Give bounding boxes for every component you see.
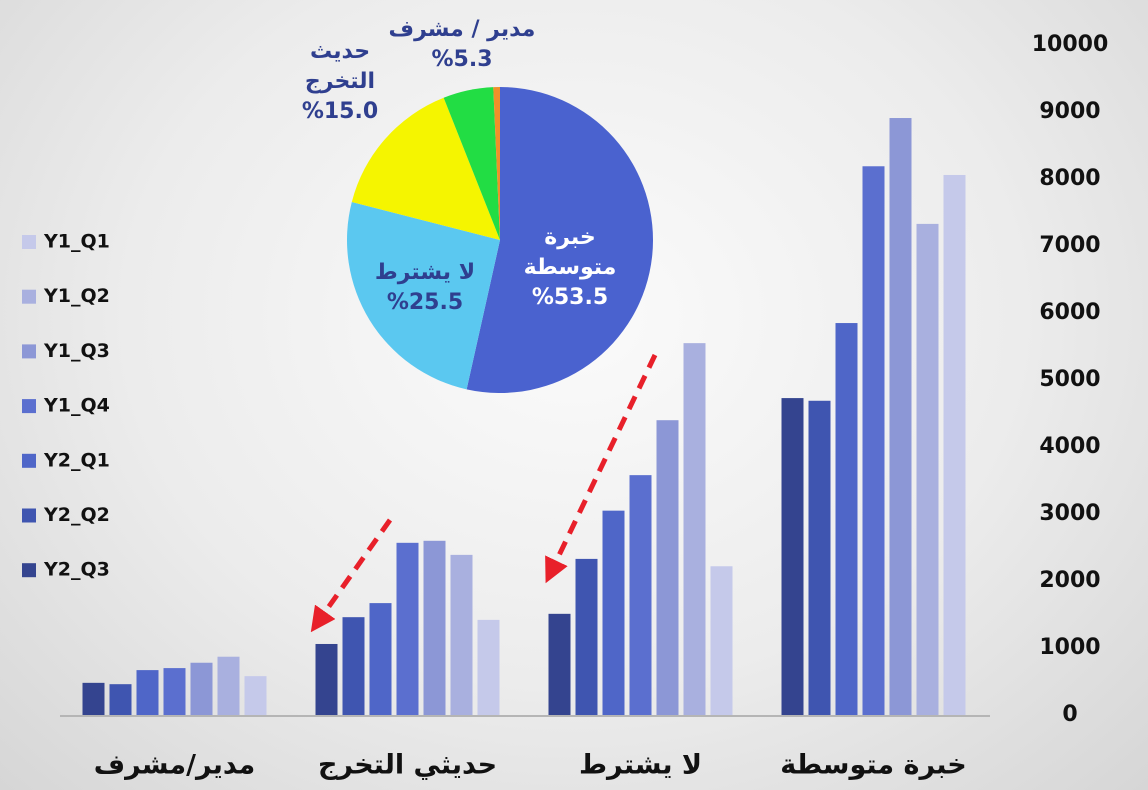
y-tick-label: 1000 (1039, 635, 1100, 660)
pie-label-value: %53.5 (531, 285, 609, 310)
pie-label-value: %5.3 (431, 47, 493, 72)
bar (835, 323, 858, 715)
pie-slice (443, 87, 500, 240)
legend-label: Y1_Q1 (43, 231, 110, 253)
bar (315, 643, 338, 715)
pie-label-name: لا يشترط (374, 260, 476, 285)
trend-arrow (545, 353, 658, 584)
bar (710, 566, 733, 715)
pie-label-value: %25.5 (386, 290, 464, 315)
legend-label: Y1_Q3 (43, 340, 110, 362)
bar (244, 676, 267, 715)
pie-label-name: حديث التخرج (304, 39, 376, 94)
bar (683, 343, 706, 715)
bar (602, 510, 625, 715)
y-tick-label: 8000 (1039, 166, 1100, 191)
bar (163, 668, 186, 715)
trend-arrow (310, 518, 393, 633)
legend-swatch (22, 508, 36, 523)
y-tick-label: 2000 (1039, 568, 1100, 593)
legend-label: Y2_Q1 (43, 449, 110, 471)
legend-swatch (22, 453, 36, 468)
y-tick-label: 9000 (1039, 99, 1100, 124)
x-tick-label: مدير/مشرف (94, 750, 255, 781)
bar (190, 662, 213, 715)
legend-swatch (22, 563, 36, 578)
bar (781, 398, 804, 715)
pie-label-name: خبرة متوسطة (523, 225, 617, 280)
bar (629, 475, 652, 715)
pie-label: خبرة متوسطة %53.5 (515, 223, 625, 313)
bar (656, 420, 679, 715)
x-tick-label: حديثي التخرج (318, 750, 497, 781)
y-tick-label: 6000 (1039, 300, 1100, 325)
pie-label: لا يشترط %25.5 (370, 258, 480, 318)
bar (916, 223, 939, 715)
y-tick-label: 3000 (1039, 501, 1100, 526)
bar (450, 554, 473, 715)
bar (862, 166, 885, 715)
legend-swatch (22, 235, 36, 249)
pie-slice (466, 87, 653, 393)
legend-label: Y1_Q4 (43, 395, 110, 417)
legend-label: Y2_Q3 (43, 559, 110, 581)
pie-label: حديث التخرج %15.0 (285, 37, 395, 127)
pie-label-value: %15.0 (301, 99, 379, 124)
y-tick-label: 7000 (1039, 233, 1100, 258)
bar (423, 540, 446, 715)
bar (943, 174, 966, 716)
bar (575, 558, 598, 715)
pie-slice (346, 201, 500, 390)
bar (342, 617, 365, 715)
pie-slice (351, 97, 500, 240)
bar (396, 542, 419, 715)
bar (109, 684, 132, 715)
legend-swatch (22, 289, 36, 304)
bar (548, 613, 571, 715)
bar (477, 619, 500, 715)
y-tick-label: 5000 (1039, 367, 1100, 392)
legend-label: Y2_Q2 (43, 504, 110, 526)
legend-swatch (22, 399, 36, 414)
y-tick-label: 10000 (1032, 32, 1109, 57)
legend-swatch (22, 344, 36, 359)
x-tick-label: خبرة متوسطة (780, 750, 967, 781)
x-tick-label: لا يشترط (579, 750, 702, 781)
bar (808, 400, 831, 715)
bar (369, 603, 392, 715)
bar (217, 656, 240, 715)
pie-label-name: مدير / مشرف (388, 17, 536, 42)
legend-label: Y1_Q2 (43, 285, 110, 307)
bar (889, 118, 912, 715)
pie-label: مدير / مشرف %5.3 (382, 15, 542, 75)
bar (82, 682, 105, 715)
pie-slice (493, 87, 500, 240)
y-tick-label: 0 (1062, 702, 1077, 727)
y-tick-label: 4000 (1039, 434, 1100, 459)
bar (136, 670, 159, 715)
